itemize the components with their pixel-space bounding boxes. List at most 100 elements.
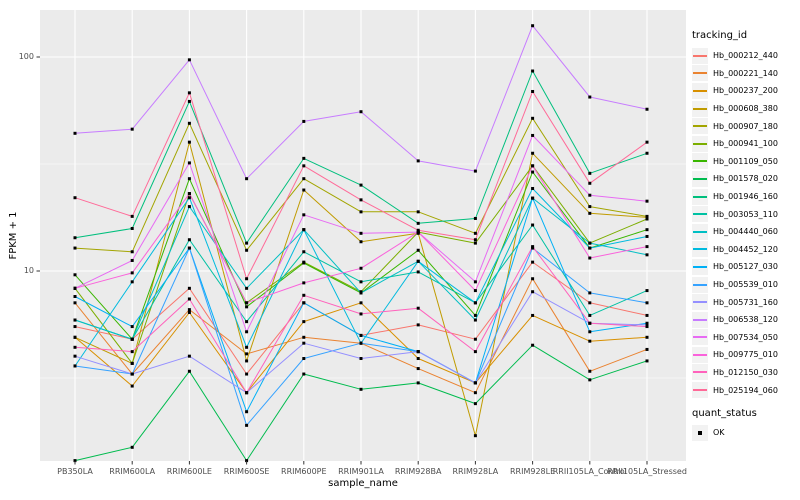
legend-label: Hb_001109_050 [713,156,778,166]
data-point [302,228,306,232]
x-tick-label: RRIM928LE [510,467,556,476]
legend-items-tracking-id: Hb_000212_440 Hb_000221_140 Hb_000237_200 H… [692,47,798,399]
data-point [302,261,306,265]
legend-key-swatch [692,82,708,99]
x-tick-label: RRIM928LA [452,467,499,476]
legend-label: Hb_007534_050 [713,332,778,342]
data-point [473,169,477,173]
data-point [531,89,535,93]
data-point [473,434,477,438]
legend-line-icon [693,389,707,392]
data-point [359,183,363,187]
data-point [187,177,191,181]
data-point [73,318,77,322]
data-point [416,221,420,225]
data-point [473,350,477,354]
legend-row-Hb_003053_110: Hb_003053_110 [692,205,798,223]
data-point [130,214,134,218]
data-point [531,151,535,155]
data-point [73,273,77,277]
data-point [645,323,649,327]
data-point [302,213,306,217]
x-tick-label: RRII105LA_Stressed [607,467,687,476]
data-point [531,260,535,264]
data-point [645,199,649,203]
legend-label: Hb_005731_160 [713,297,778,307]
data-point [588,246,592,250]
data-point [187,161,191,165]
data-point [187,140,191,144]
data-point [473,318,477,322]
legend-key-swatch [692,135,708,152]
legend-row-Hb_004452_120: Hb_004452_120 [692,241,798,259]
data-point [645,245,649,249]
data-point [130,384,134,388]
legend-label: Hb_009775_010 [713,350,778,360]
legend-line-icon [693,371,707,374]
data-point [473,231,477,235]
data-point [187,246,191,250]
data-point [588,313,592,317]
data-point [416,270,420,274]
data-point [245,345,249,349]
data-point [588,256,592,260]
data-point [645,214,649,218]
data-point [245,410,249,414]
legend-line-icon [693,283,707,286]
data-point [73,354,77,358]
legend-row-Hb_001578_020: Hb_001578_020 [692,170,798,188]
data-point [645,140,649,144]
data-point [130,361,134,365]
data-point [187,308,191,312]
legend-row-quant-ok: OK [692,424,798,442]
data-point [359,301,363,305]
data-point [130,226,134,230]
legend-title-tracking-id: tracking_id [692,30,748,41]
data-point [359,333,363,337]
data-point [645,347,649,351]
legend-label: Hb_005539_010 [713,280,778,290]
data-point [588,95,592,99]
data-point [531,196,535,200]
legend-line-icon [693,160,707,163]
legend-key-swatch [692,170,708,187]
data-point [73,196,77,200]
data-point [245,248,249,252]
legend-row-Hb_005539_010: Hb_005539_010 [692,276,798,294]
legend-line-icon [693,213,707,216]
legend-line-icon [693,54,707,57]
data-point [130,250,134,254]
data-point [302,293,306,297]
legend-line-icon [693,89,707,92]
data-point [588,378,592,382]
data-point [531,133,535,137]
data-point [473,391,477,395]
legend-key-swatch [692,382,708,399]
x-tick-label: RRIM600LA [109,467,156,476]
data-point [416,159,420,163]
legend-row-Hb_000212_440: Hb_000212_440 [692,47,798,65]
data-point [645,301,649,305]
legend-label: Hb_001946_160 [713,192,778,202]
data-point [473,289,477,293]
legend-key-swatch [692,276,708,293]
legend-line-icon [693,72,707,75]
data-point [531,116,535,120]
legend-row-Hb_004440_060: Hb_004440_060 [692,223,798,241]
legend-key-swatch [692,153,708,170]
data-point [416,210,420,214]
legend-label: OK [713,428,725,438]
legend-label: Hb_012150_030 [713,367,778,377]
data-point [302,335,306,339]
data-point [645,359,649,363]
data-point [531,170,535,174]
legend-line-icon [693,195,707,198]
data-point [359,231,363,235]
x-tick-label: PB350LA [57,467,93,476]
data-point [245,423,249,427]
data-point [416,248,420,252]
data-point [302,188,306,192]
legend-label: Hb_006538_120 [713,315,778,325]
data-point [73,236,77,240]
